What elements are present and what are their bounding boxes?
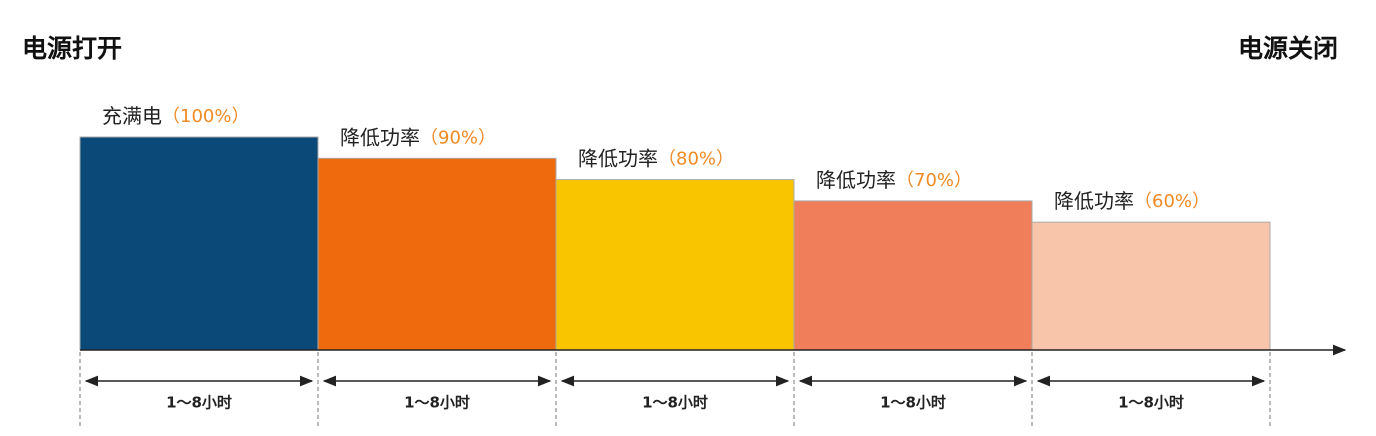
duration-label: 1～8小时 <box>642 394 708 412</box>
duration-label: 1～8小时 <box>404 394 470 412</box>
bar <box>555 179 795 351</box>
stage-name: 降低功率 <box>816 167 896 191</box>
stage-percent: （100%） <box>162 106 249 127</box>
stage-name: 降低功率 <box>578 146 658 170</box>
duration-label: 1～8小时 <box>880 394 946 412</box>
stage-label: 充满电（100%） <box>102 104 249 128</box>
stage-percent: （60%） <box>1134 191 1210 212</box>
power-on-label: 电源打开 <box>22 34 122 63</box>
duration-label: 1～8小时 <box>166 394 232 412</box>
bar <box>793 200 1033 351</box>
power-off-label: 电源关闭 <box>1238 34 1338 63</box>
stage-name: 降低功率 <box>340 125 420 149</box>
stage-percent: （70%） <box>896 170 972 191</box>
stage-percent: （80%） <box>658 149 734 170</box>
stage-percent: （90%） <box>420 127 496 148</box>
bar <box>1031 221 1271 351</box>
stage-label: 降低功率（90%） <box>340 125 496 149</box>
stage-name: 降低功率 <box>1054 189 1134 213</box>
bar <box>317 157 557 351</box>
duration-label: 1～8小时 <box>1118 394 1184 412</box>
stage-label: 降低功率（60%） <box>1054 189 1210 213</box>
bar <box>79 136 319 351</box>
stage-label: 降低功率（80%） <box>578 146 734 170</box>
stage-label: 降低功率（70%） <box>816 167 972 191</box>
stage-name: 充满电 <box>102 104 162 128</box>
